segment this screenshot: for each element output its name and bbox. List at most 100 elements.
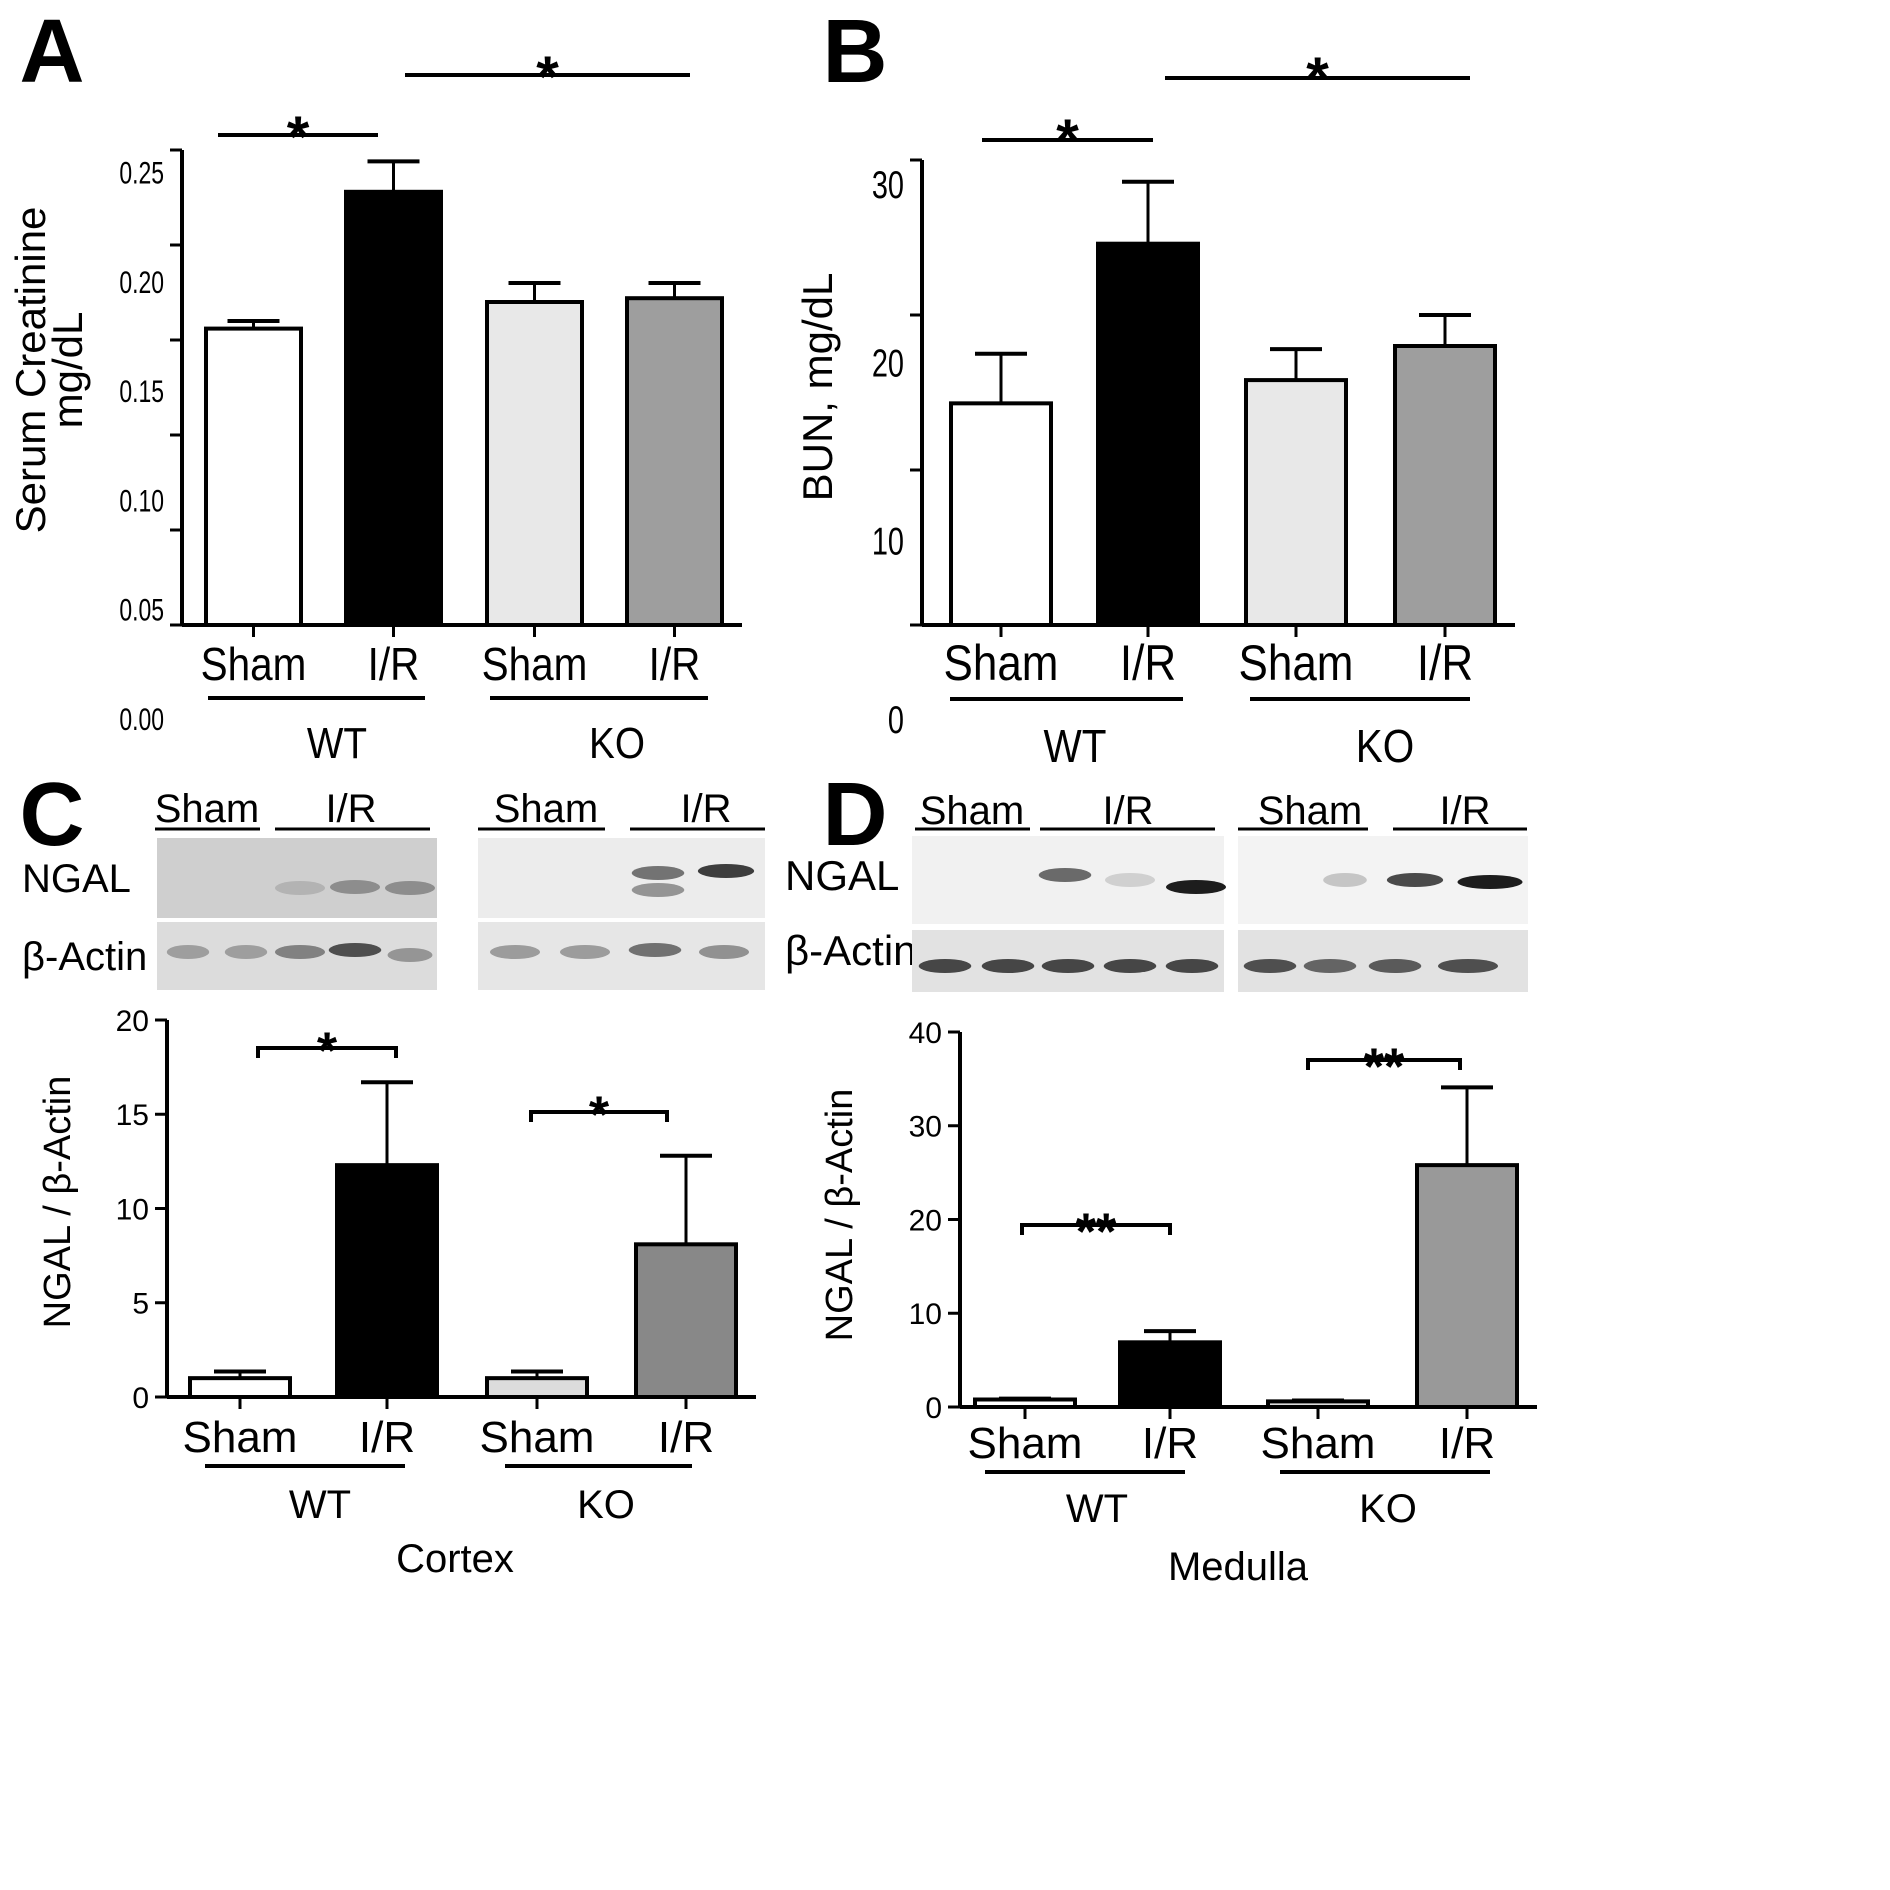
blot-d-band: [981, 959, 1035, 973]
panel-letter-c: C: [20, 765, 85, 865]
panel-d-group-label: KO: [1359, 1487, 1417, 1531]
panel-d-category-label: Sham: [1261, 1419, 1376, 1468]
blot-d-band: [1457, 875, 1523, 889]
panel-b-y-tick-label: 0: [888, 699, 904, 742]
blot-c-band: [631, 883, 685, 897]
panel-d-y-tick-label: 20: [909, 1204, 942, 1237]
panel-c-region-label: Cortex: [396, 1537, 514, 1581]
panel-a-y-tick-label: 0.20: [119, 264, 164, 299]
panel-a-category-label: Sham: [201, 640, 307, 691]
blot-c-membrane: [157, 838, 437, 918]
panel-b-category-label: Sham: [944, 634, 1059, 690]
blot-d-band: [1165, 959, 1219, 973]
blot-c-row-label: β-Actin: [22, 935, 147, 979]
panel-d-y-tick-label: 0: [925, 1392, 942, 1425]
panel-c-y-tick-label: 10: [116, 1193, 149, 1226]
blot-c-group-label: Sham: [494, 787, 599, 831]
panel-c-y-tick-label: 15: [116, 1099, 149, 1132]
panel-a-y-tick-label: 0.05: [119, 592, 164, 627]
blot-d-group-label: Sham: [920, 789, 1025, 833]
blot-c-band: [328, 943, 382, 957]
blot-d-band: [1438, 959, 1498, 973]
panel-a-y-tick-label: 0.00: [119, 701, 164, 736]
blot-c-band: [275, 945, 325, 959]
panel-a-bar: [344, 189, 443, 628]
panel-d-bar: [1415, 1163, 1519, 1409]
panel-a-category-label: I/R: [368, 640, 420, 691]
panel-c-y-tick-label: 20: [116, 1005, 149, 1038]
panel-c-bar: [188, 1376, 292, 1400]
blot-c-membrane: [157, 922, 437, 990]
panel-a-y-axis-label: Serum Creatinine: [7, 207, 54, 534]
blot-d-group-label: I/R: [1439, 789, 1490, 833]
blot-d-band: [1386, 873, 1444, 887]
panel-b-category-label: I/R: [1417, 634, 1473, 690]
panel-a-y-tick-label: 0.25: [119, 155, 164, 190]
panel-a-y-tick-label: 0.10: [119, 483, 164, 518]
blot-c-membrane: [478, 922, 765, 990]
blot-c-band: [387, 948, 433, 962]
panel-a-bar: [204, 326, 303, 627]
panel-a-group-label: KO: [589, 718, 645, 768]
panel-b-y-tick-label: 30: [872, 164, 904, 207]
panel-d-y-axis-label: NGAL / β-Actin: [819, 1089, 861, 1342]
panel-d-category-label: I/R: [1439, 1419, 1495, 1468]
blot-d-group-label: I/R: [1102, 789, 1153, 833]
panel-letter-a: A: [20, 2, 85, 102]
panel-d-y-tick-label: 30: [909, 1111, 942, 1144]
panel-d-group-label: WT: [1066, 1487, 1128, 1531]
panel-d-y-tick-label: 10: [909, 1298, 942, 1331]
panel-a-category-label: Sham: [482, 640, 588, 691]
blot-c-band: [631, 866, 685, 880]
blot-d-band: [1041, 959, 1095, 973]
panel-a-category-label: I/R: [649, 640, 701, 691]
blot-c-group-label: I/R: [680, 787, 731, 831]
blot-c-band: [166, 945, 210, 959]
blot-d-band: [918, 959, 972, 973]
blot-c-band: [697, 864, 755, 878]
panel-a-significance-star: *: [536, 45, 559, 110]
panel-b-bar: [1393, 344, 1497, 627]
panel-c-bar: [485, 1376, 589, 1400]
panel-b-y-axis-label: BUN, mg/dL: [794, 273, 841, 502]
blot-d-band: [1105, 873, 1155, 887]
panel-a-bar: [485, 300, 584, 627]
panel-c-group-label: WT: [289, 1483, 351, 1527]
blot-d-band: [1303, 959, 1357, 973]
blot-d-group-label: Sham: [1258, 789, 1363, 833]
panel-c-category-label: Sham: [480, 1413, 595, 1462]
blot-c-row-label: NGAL: [22, 857, 131, 901]
blot-c-band: [385, 881, 435, 895]
blot-d-band: [1103, 959, 1157, 973]
panel-b-bar: [949, 401, 1053, 627]
panel-d-bar: [1118, 1340, 1222, 1409]
panel-b-bar: [1096, 241, 1200, 627]
blot-c-band: [224, 945, 268, 959]
panel-a-group-label: WT: [307, 718, 367, 768]
panel-c-significance-star: *: [317, 1023, 338, 1081]
blot-c-band: [628, 943, 682, 957]
blot-c-membrane: [478, 838, 765, 918]
panel-d-category-label: I/R: [1142, 1419, 1198, 1468]
panel-letter-d: D: [823, 765, 888, 865]
panel-b-y-tick-label: 10: [872, 520, 904, 563]
panel-c-category-label: I/R: [658, 1413, 714, 1462]
panel-d-significance-star: **: [1364, 1039, 1405, 1097]
blot-c-band: [330, 880, 380, 894]
blot-d-band: [1166, 880, 1226, 894]
panel-c-y-tick-label: 0: [132, 1382, 149, 1415]
blot-c-band: [699, 945, 749, 959]
blot-d-band: [1323, 873, 1367, 887]
panel-d-region-label: Medulla: [1168, 1545, 1309, 1589]
panel-b-category-label: Sham: [1239, 634, 1354, 690]
panel-c-bar: [335, 1163, 439, 1400]
panel-c-group-label: KO: [577, 1483, 635, 1527]
panel-a-y-tick-label: 0.15: [119, 374, 164, 409]
panel-d-significance-star: **: [1076, 1204, 1117, 1262]
panel-d-y-tick-label: 40: [909, 1017, 942, 1050]
panel-a-bar: [625, 296, 724, 627]
panel-d-category-label: Sham: [968, 1419, 1083, 1468]
panel-c-bar: [634, 1242, 738, 1399]
panel-a-significance-star: *: [287, 105, 310, 170]
